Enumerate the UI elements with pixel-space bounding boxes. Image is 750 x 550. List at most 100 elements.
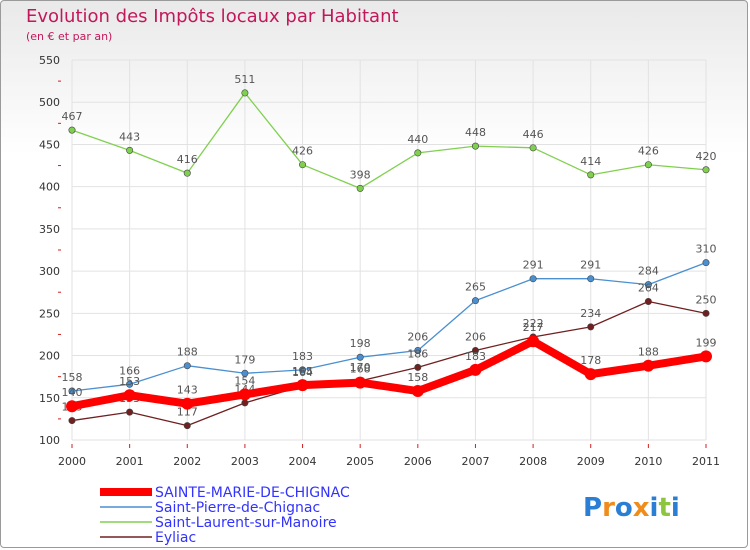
data-point bbox=[529, 144, 537, 152]
data-label: 154 bbox=[234, 374, 255, 387]
x-tick-label: 2003 bbox=[231, 455, 259, 468]
data-label: 440 bbox=[407, 133, 428, 146]
data-point bbox=[587, 275, 595, 283]
x-tick-label: 2004 bbox=[289, 455, 317, 468]
data-point bbox=[644, 161, 652, 169]
data-point bbox=[471, 346, 479, 354]
data-point bbox=[471, 142, 479, 150]
data-label: 143 bbox=[177, 384, 198, 397]
x-tick-label: 2009 bbox=[577, 455, 605, 468]
data-label: 291 bbox=[580, 259, 601, 272]
data-point bbox=[644, 298, 652, 306]
data-label: 426 bbox=[638, 145, 659, 158]
data-point bbox=[411, 385, 424, 398]
x-tick-label: 2002 bbox=[173, 455, 201, 468]
data-point bbox=[529, 275, 537, 283]
data-point bbox=[702, 166, 710, 174]
data-label: 291 bbox=[523, 259, 544, 272]
data-point bbox=[414, 363, 422, 371]
data-point bbox=[183, 422, 191, 430]
data-label: 165 bbox=[292, 365, 313, 378]
data-label: 188 bbox=[177, 346, 198, 359]
y-tick-label: 250 bbox=[39, 307, 60, 320]
data-point bbox=[296, 379, 309, 392]
data-point bbox=[126, 408, 134, 416]
x-tick-label: 2011 bbox=[692, 455, 720, 468]
data-point bbox=[702, 309, 710, 317]
y-tick-label: 150 bbox=[39, 392, 60, 405]
data-label: 511 bbox=[234, 73, 255, 86]
legend-label: Saint-Pierre-de-Chignac bbox=[155, 500, 320, 516]
data-point bbox=[126, 380, 134, 388]
legend-label: Eyliac bbox=[155, 530, 196, 546]
data-label: 310 bbox=[696, 243, 717, 256]
data-point bbox=[527, 335, 540, 348]
data-label: 140 bbox=[62, 386, 83, 399]
data-point bbox=[181, 397, 194, 410]
y-tick-label: 100 bbox=[39, 434, 60, 447]
y-tick-label: 350 bbox=[39, 223, 60, 236]
data-label: 426 bbox=[292, 145, 313, 158]
data-label: 206 bbox=[465, 330, 486, 343]
data-point bbox=[587, 323, 595, 331]
data-label: 199 bbox=[696, 336, 717, 349]
data-label: 284 bbox=[638, 265, 659, 278]
data-point bbox=[356, 353, 364, 361]
series-0: 140 153 143 154 165 168 158 183 217 178 188 199 bbox=[62, 321, 717, 413]
y-tick-label: 400 bbox=[39, 181, 60, 194]
data-point bbox=[356, 184, 364, 192]
data-label: 467 bbox=[62, 110, 83, 123]
data-point bbox=[68, 417, 76, 425]
y-tick-label: 500 bbox=[39, 96, 60, 109]
x-tick-label: 2005 bbox=[346, 455, 374, 468]
data-point bbox=[183, 169, 191, 177]
data-label: 416 bbox=[177, 153, 198, 166]
data-point bbox=[414, 149, 422, 157]
data-label: 178 bbox=[580, 354, 601, 367]
data-label: 443 bbox=[119, 130, 140, 143]
data-label: 188 bbox=[638, 346, 659, 359]
data-label: 166 bbox=[119, 364, 140, 377]
chart-subtitle: (en € et par an) bbox=[26, 30, 112, 43]
data-point bbox=[587, 171, 595, 179]
series-line bbox=[71, 92, 707, 190]
data-point bbox=[469, 363, 482, 376]
data-label: 250 bbox=[696, 293, 717, 306]
data-point bbox=[642, 359, 655, 372]
data-point bbox=[299, 161, 307, 169]
y-tick-label: 200 bbox=[39, 350, 60, 363]
data-label: 168 bbox=[350, 363, 371, 376]
data-label: 448 bbox=[465, 126, 486, 139]
x-tick-label: 2000 bbox=[58, 455, 86, 468]
data-label: 446 bbox=[523, 128, 544, 141]
series-2: 467 443 416 511 426 398 440 448 446 414 426 420 bbox=[62, 73, 717, 192]
data-label: 414 bbox=[580, 155, 601, 168]
x-tick-label: 2001 bbox=[116, 455, 144, 468]
data-point bbox=[123, 389, 136, 402]
data-label: 398 bbox=[350, 168, 371, 181]
data-label: 217 bbox=[523, 321, 544, 334]
data-point bbox=[584, 368, 597, 381]
data-point bbox=[66, 400, 78, 413]
data-label: 170 bbox=[350, 361, 371, 374]
axes: 100 150 200 250 300 350 400 450 500 550 2000 2001 20… bbox=[39, 54, 720, 468]
legend-label: SAINTE-MARIE-DE-CHIGNAC bbox=[155, 485, 350, 501]
data-point bbox=[241, 399, 249, 407]
series-1: 158 166 188 179 183 198 206 265 291 291 284 310 bbox=[62, 243, 717, 395]
data-label: 183 bbox=[465, 350, 486, 363]
data-point bbox=[644, 281, 652, 289]
data-label: 164 bbox=[292, 366, 313, 379]
data-point bbox=[702, 259, 710, 267]
x-tick-label: 2008 bbox=[519, 455, 547, 468]
data-label: 158 bbox=[407, 371, 428, 384]
data-point bbox=[241, 89, 249, 97]
logo-text: Proxiti bbox=[583, 493, 680, 523]
data-label: 265 bbox=[465, 281, 486, 294]
data-label: 186 bbox=[407, 347, 428, 360]
y-tick-label: 550 bbox=[39, 54, 60, 67]
proxiti-logo: Proxiti bbox=[583, 493, 680, 523]
data-point bbox=[299, 366, 307, 374]
y-tick-label: 450 bbox=[39, 138, 60, 151]
